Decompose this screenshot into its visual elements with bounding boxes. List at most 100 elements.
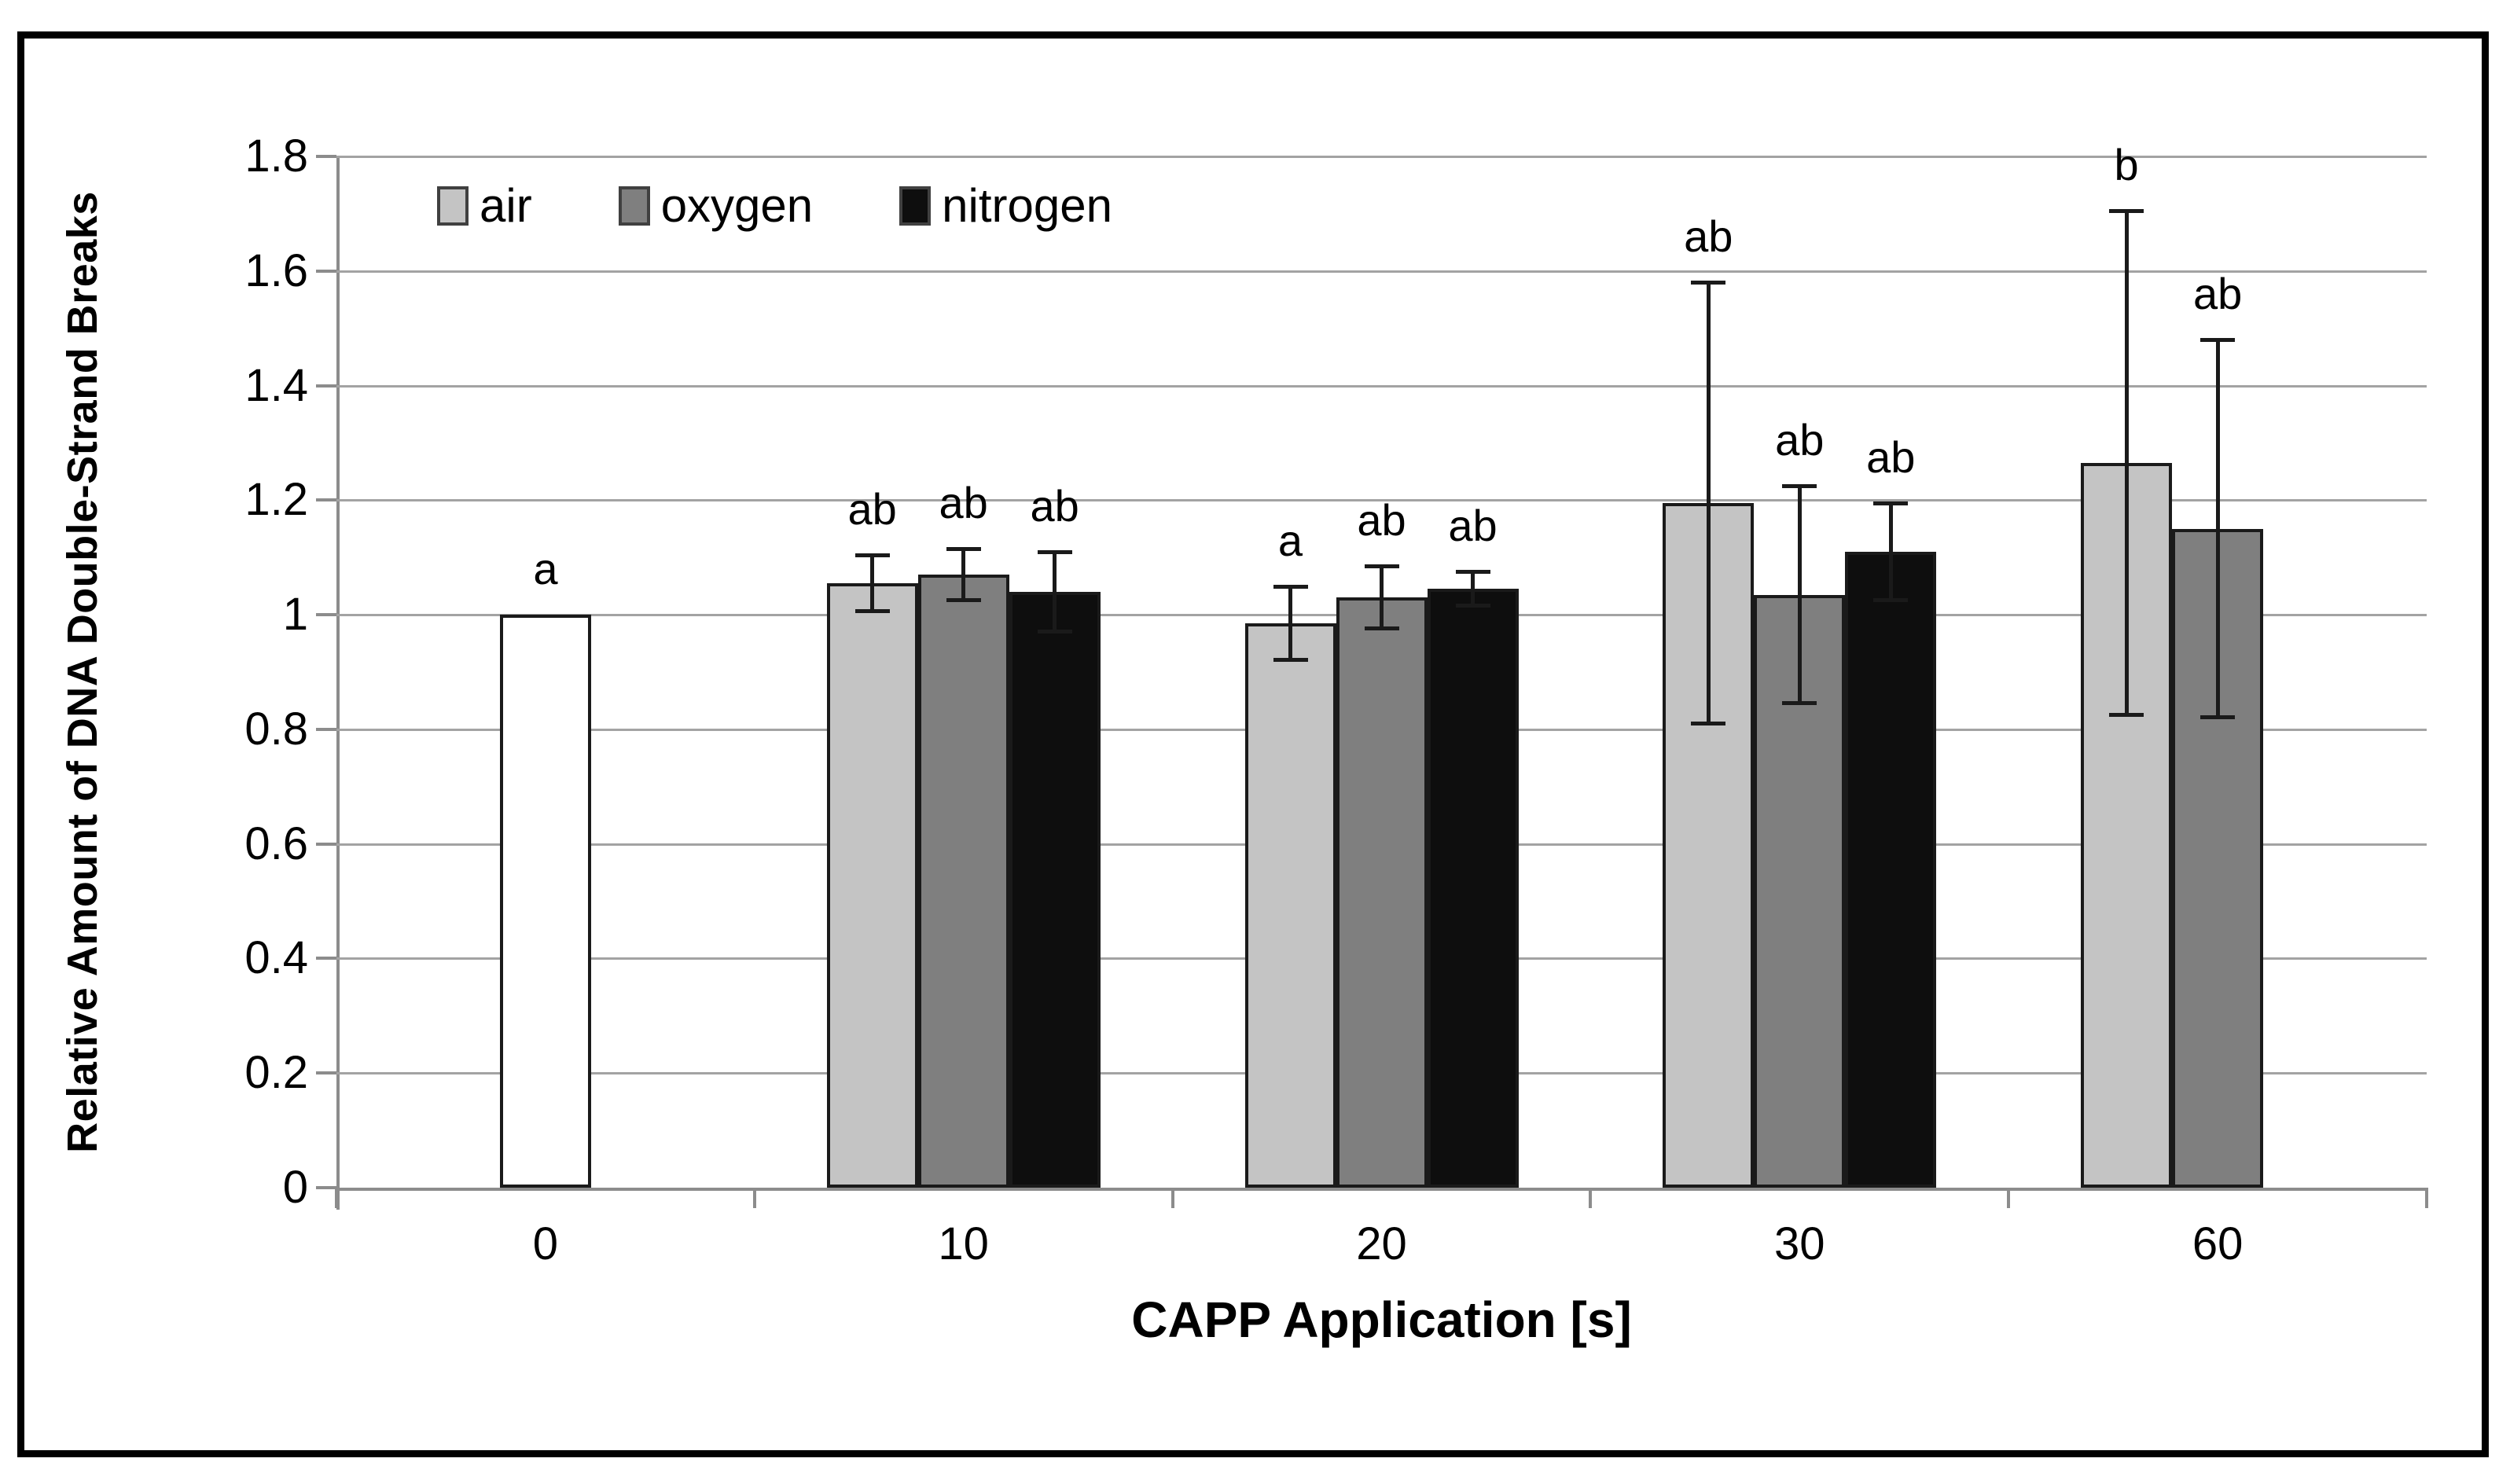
error-bar-cap-bottom: [2109, 712, 2144, 717]
bar: [917, 575, 1009, 1188]
y-tick-label: 0.6: [244, 817, 308, 869]
y-axis-title-box: Relative Amount of DNA Double-Strand Bre…: [30, 156, 135, 1188]
error-bar-cap-bottom: [1037, 629, 1072, 634]
y-tick-label: 0.4: [244, 932, 308, 984]
bar: [1009, 591, 1101, 1188]
plot-area: a ab ab ab a ab ab ab ab ab b ab: [336, 141, 2427, 1188]
error-bar-cap-bottom: [1873, 597, 1909, 602]
error-bar-cap-bottom: [1273, 658, 1308, 663]
x-tick-label: 20: [1356, 1218, 1407, 1269]
error-bar-cap-bottom: [1455, 604, 1490, 608]
x-tick-label: 10: [938, 1218, 989, 1269]
significance-label: ab: [1775, 415, 1825, 465]
error-bar-cap-bottom: [854, 609, 890, 614]
y-axis-line: [336, 156, 340, 1210]
error-bar-cap-top: [1782, 484, 1817, 489]
y-axis-tick: [316, 384, 336, 388]
error-bar-line: [1471, 571, 1475, 607]
x-axis-line: [336, 1188, 2427, 1191]
bar: [1244, 623, 1336, 1188]
legend: air oxygen nitrogen: [437, 181, 1112, 231]
x-axis-tick: [1170, 1188, 1174, 1208]
error-bar-line: [870, 554, 875, 612]
y-axis-tick: [316, 155, 336, 158]
y-axis-tick: [316, 613, 336, 617]
error-bar-cap-top: [1455, 570, 1490, 575]
x-axis-title: CAPP Application [s]: [1131, 1291, 1632, 1348]
y-axis-title: Relative Amount of DNA Double-Strand Bre…: [59, 191, 107, 1153]
error-bar-line: [2124, 211, 2129, 715]
y-tick-label: 1.6: [244, 244, 308, 296]
error-bar-cap-top: [946, 547, 981, 552]
bar: [826, 583, 918, 1188]
gridline: [336, 499, 2427, 502]
y-axis-tick: [316, 1071, 336, 1075]
error-bar-cap-bottom: [1691, 721, 1726, 725]
y-axis-tick: [316, 498, 336, 502]
legend-item-air: air: [437, 181, 532, 231]
legend-item-nitrogen: nitrogen: [899, 181, 1112, 231]
significance-label: ab: [1030, 480, 1079, 531]
bar: [1336, 597, 1428, 1188]
error-bar-cap-top: [1364, 564, 1399, 569]
gridline: [336, 156, 2427, 159]
significance-label: ab: [1357, 495, 1406, 545]
x-axis-tick: [2425, 1188, 2428, 1208]
y-axis-tick: [316, 727, 336, 731]
significance-label: ab: [1866, 432, 1916, 482]
error-bar-cap-bottom: [2200, 715, 2236, 720]
y-axis-tick: [316, 269, 336, 273]
significance-label: ab: [1684, 211, 1733, 262]
error-bar-line: [961, 549, 966, 601]
legend-swatch-icon: [437, 186, 469, 226]
x-tick-label: 0: [532, 1218, 559, 1269]
x-tick-label: 60: [2192, 1218, 2244, 1269]
gridline: [336, 270, 2427, 273]
x-tick-label: 30: [1774, 1218, 1825, 1269]
error-bar-line: [1888, 502, 1893, 601]
error-bar-cap-top: [1037, 549, 1072, 554]
significance-label: a: [533, 544, 558, 594]
significance-label: a: [1277, 515, 1303, 565]
error-bar-line: [1797, 486, 1802, 704]
error-bar-line: [1288, 586, 1292, 661]
legend-label: nitrogen: [942, 179, 1112, 232]
significance-label: ab: [2192, 269, 2243, 319]
y-tick-label: 0.2: [244, 1047, 308, 1099]
y-tick-label: 1: [282, 589, 308, 641]
error-bar-cap-top: [1273, 584, 1308, 589]
x-axis-tick: [2007, 1188, 2011, 1208]
y-tick-label: 0.8: [244, 703, 308, 755]
bar: [1427, 589, 1519, 1188]
error-bar-line: [1380, 566, 1384, 630]
x-axis-tick: [752, 1188, 756, 1208]
error-bar-line: [2215, 340, 2220, 718]
y-axis-tick: [316, 957, 336, 961]
error-bar-cap-bottom: [946, 597, 981, 602]
y-axis-tick: [316, 842, 336, 846]
error-bar-line: [1053, 551, 1057, 632]
x-axis-tick: [1589, 1188, 1593, 1208]
error-bar-cap-top: [2200, 338, 2236, 343]
bar: [1663, 502, 1755, 1188]
error-bar-cap-top: [1873, 501, 1909, 505]
error-bar-line: [1706, 282, 1711, 724]
legend-label: oxygen: [660, 179, 814, 232]
y-tick-label: 0: [282, 1162, 308, 1213]
significance-label: ab: [1448, 501, 1498, 551]
legend-swatch-icon: [618, 186, 650, 226]
legend-swatch-icon: [899, 186, 932, 226]
y-tick-label: 1.4: [244, 359, 308, 411]
gridline: [336, 384, 2427, 388]
y-axis-tick: [316, 1186, 336, 1189]
error-bar-cap-top: [2109, 209, 2144, 214]
error-bar-cap-top: [854, 553, 890, 557]
significance-label: ab: [939, 478, 988, 528]
error-bar-cap-bottom: [1782, 701, 1817, 706]
legend-label: air: [480, 179, 532, 232]
y-tick-label: 1.2: [244, 474, 308, 526]
bar: [1845, 551, 1937, 1188]
significance-label: ab: [847, 483, 897, 534]
y-tick-label: 1.8: [244, 130, 308, 182]
